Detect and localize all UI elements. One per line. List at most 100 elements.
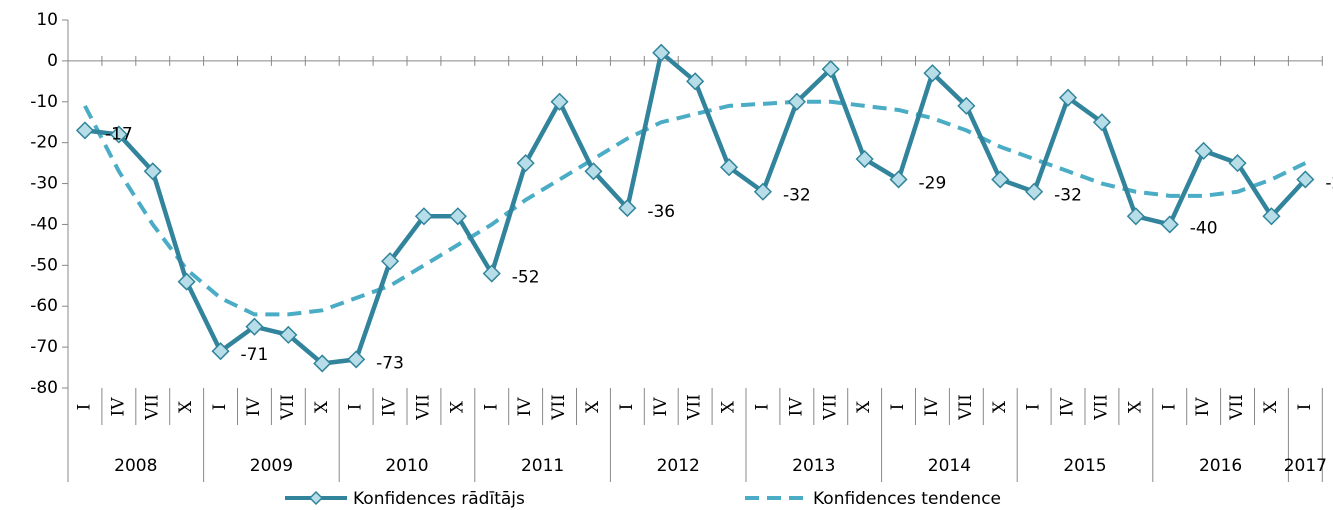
marker [991,170,1010,189]
x-tick-label: VII [1227,394,1247,421]
series-line [83,99,1307,317]
x-tick-label: X [1125,400,1145,413]
x-tick-label: VII [956,394,976,421]
marker [448,207,467,226]
x-tick-label: X [854,400,874,413]
y-tick-label: -80 [30,378,58,398]
year-label: 2015 [1063,456,1106,476]
x-tick-label: IV [244,397,264,417]
x-tick-label: I [481,404,501,411]
year-label: 2011 [521,456,564,476]
year-label: 2017 [1284,456,1327,476]
marker [1126,207,1145,226]
y-tick-label: -40 [30,214,58,234]
year-label: 2009 [250,456,293,476]
y-tick-label: 0 [47,51,58,71]
y-tick-label: -70 [30,337,58,357]
year-label: 2008 [114,456,157,476]
x-tick-label: X [312,400,332,413]
x-tick-label: I [210,404,230,411]
x-tick-label: I [617,404,637,411]
data-label: -29 [919,173,947,193]
x-tick-label: I [74,404,94,411]
x-tick-label: X [176,400,196,413]
x-tick-label: VII [142,394,162,421]
x-tick-label: X [719,400,739,413]
x-tick-label: X [1261,400,1281,413]
y-tick-label: -10 [30,92,58,112]
y-tick-label: 10 [36,10,58,30]
marker [719,158,739,177]
marker [855,149,874,169]
year-label: 2013 [792,456,835,476]
marker [313,354,332,373]
x-tick-label: I [1024,404,1044,411]
y-tick-label: -30 [30,174,58,194]
marker [753,182,773,201]
data-label: -52 [512,268,540,288]
y-tick-label: -50 [30,255,58,275]
marker [1296,170,1315,189]
y-tick-label: -60 [30,296,58,316]
marker [109,125,128,144]
x-tick-label: VII [1091,394,1111,421]
x-tick-label: VII [278,394,298,421]
x-tick-label: I [1295,404,1315,411]
y-tick-label: -20 [30,133,58,153]
marker [279,325,298,344]
marker [347,350,366,369]
marker [584,162,603,181]
x-tick-label: I [752,404,772,411]
marker [75,121,95,140]
marker [414,207,434,226]
data-label: -29 [1325,173,1333,193]
marker [211,342,230,361]
x-tick-label: IV [515,397,535,417]
series-line [84,48,1308,366]
x-tick-label: X [990,400,1010,413]
marker [177,272,196,291]
data-label: -40 [1190,218,1218,238]
marker [1025,182,1044,201]
marker [516,154,535,173]
marker [923,64,942,83]
x-tick-label: I [888,404,908,411]
marker [821,60,840,79]
year-label: 2012 [657,456,700,476]
x-tick-label: VII [685,394,705,421]
marker [787,92,806,111]
marker [550,92,569,111]
marker [1160,215,1179,234]
marker [1262,207,1281,226]
marker [1058,88,1078,107]
x-tick-label: IV [380,397,400,417]
x-tick-label: IV [108,397,128,417]
data-label: -32 [1054,186,1082,206]
legend-label: Konfidences rādītājs [353,489,525,509]
marker [889,170,908,189]
data-label: -73 [376,353,404,373]
x-tick-label: VII [413,394,433,421]
legend-label: Konfidences tendence [813,489,1001,509]
marker [1092,113,1112,132]
marker [245,317,264,336]
marker [618,199,637,218]
x-tick-label: X [447,400,467,413]
marker [143,162,162,181]
data-label: -32 [783,186,811,206]
marker [482,264,501,283]
x-tick-label: IV [1193,397,1213,417]
year-label: 2010 [385,456,428,476]
data-label: -36 [647,202,675,222]
x-tick-label: VII [820,394,840,421]
marker [652,43,671,62]
x-tick-label: X [583,400,603,413]
x-tick-label: IV [651,397,671,417]
marker [380,252,400,271]
marker [1228,154,1247,173]
data-label: -71 [241,345,269,365]
x-tick-label: IV [922,397,942,417]
year-label: 2014 [928,456,971,476]
x-tick-label: IV [786,397,806,417]
